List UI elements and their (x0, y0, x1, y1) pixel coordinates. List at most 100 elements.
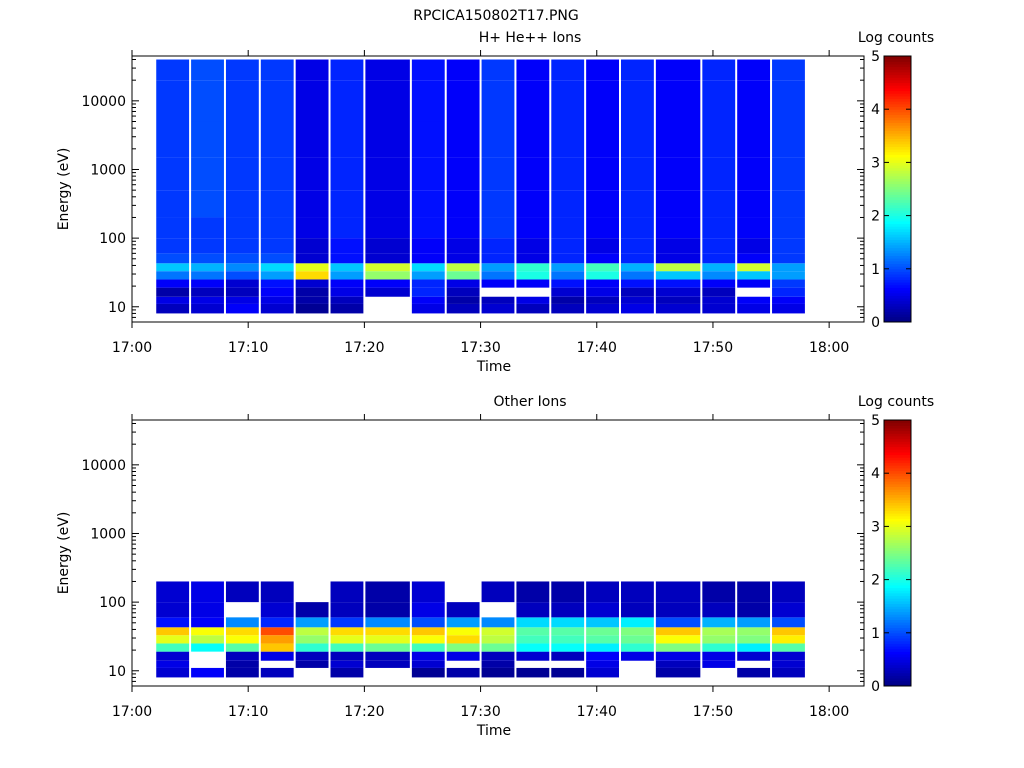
colorbar-segment (884, 638, 911, 642)
colorbar-segment (884, 87, 911, 92)
y-tick-label: 10 (108, 664, 126, 680)
heatmap-cell (225, 217, 259, 239)
heatmap-cell (225, 643, 259, 652)
heatmap-cell (737, 271, 771, 280)
heatmap-cell (156, 635, 190, 644)
heatmap-cell (191, 581, 224, 603)
heatmap-cell (225, 635, 259, 644)
heatmap-cell (621, 303, 654, 314)
heatmap-cell (737, 651, 771, 661)
heatmap-cell (481, 80, 515, 122)
colorbar-segment (884, 683, 911, 687)
heatmap-cell (551, 121, 585, 158)
colorbar-segment (884, 125, 911, 129)
colorbar-segment (884, 640, 911, 644)
colorbar-segment (884, 250, 911, 254)
colorbar-segment (884, 138, 911, 142)
heatmap-cell (365, 279, 410, 288)
heatmap-cell (411, 627, 445, 636)
colorbar-segment (884, 95, 911, 100)
heatmap-cell (551, 643, 585, 652)
colorbar-segment (884, 526, 911, 530)
colorbar-segment (884, 614, 911, 618)
heatmap-cell (260, 279, 294, 288)
heatmap-cell (551, 59, 585, 81)
colorbar-segment (884, 521, 911, 525)
heatmap-cell (772, 217, 805, 239)
colorbar-segment (884, 236, 911, 241)
heatmap-cell (737, 263, 771, 272)
heatmap-cell (737, 635, 771, 644)
heatmap-cell (655, 651, 701, 661)
heatmap-cell (225, 80, 259, 122)
heatmap-cell (621, 80, 654, 122)
colorbar-segment (884, 58, 911, 62)
colorbar-segment (884, 630, 911, 634)
colorbar-segment (884, 515, 911, 519)
heatmap-cell (621, 279, 654, 288)
colorbar-segment (884, 114, 911, 118)
colorbar-segment (884, 531, 911, 535)
x-tick-label: 17:30 (460, 340, 500, 356)
heatmap-cell (156, 303, 190, 314)
heatmap-cell (481, 651, 515, 661)
heatmap-cell (225, 627, 259, 636)
colorbar-tick-label: 0 (871, 315, 880, 331)
colorbar-segment (884, 173, 911, 177)
colorbar-segment (884, 311, 911, 315)
heatmap-cell (330, 643, 364, 652)
heatmap-cell (772, 271, 805, 280)
colorbar-segment (884, 303, 911, 307)
colorbar-segment (884, 186, 911, 190)
heatmap-cell (411, 617, 445, 628)
heatmap-cell (330, 190, 364, 218)
heatmap-cell (411, 279, 445, 288)
heatmap-cell (365, 287, 410, 297)
heatmap-cell (551, 602, 585, 618)
heatmap-cell (737, 581, 771, 603)
colorbar-segment (884, 111, 911, 116)
colorbar-segment (884, 427, 911, 432)
heatmap-cell (191, 263, 224, 272)
colorbar-segment (884, 555, 911, 559)
colorbar-segment (884, 255, 911, 259)
heatmap-cell (516, 157, 550, 191)
heatmap-cell (655, 643, 701, 652)
y-tick-label: 10000 (81, 458, 126, 474)
heatmap-cell (411, 80, 445, 122)
colorbar-segment (884, 478, 911, 482)
heatmap-cell (446, 121, 480, 158)
colorbar-segment (884, 306, 911, 310)
heatmap-cell (156, 263, 190, 272)
heatmap-cell (737, 59, 771, 81)
colorbar-segment (884, 109, 911, 113)
colorbar-segment (884, 467, 911, 472)
heatmap-cell (772, 190, 805, 218)
heatmap-cell (191, 217, 224, 239)
colorbar-segment (884, 592, 911, 597)
colorbar-segment (884, 510, 911, 514)
heatmap-cell (702, 157, 736, 191)
heatmap-cell (191, 190, 224, 218)
colorbar-segment (884, 165, 911, 169)
colorbar-segment (884, 298, 911, 302)
colorbar-segment (884, 523, 911, 527)
colorbar-segment (884, 619, 911, 623)
heatmap-cell (225, 287, 259, 297)
heatmap-cell (516, 617, 550, 628)
heatmap-cell (260, 59, 294, 81)
colorbar-tick-label: 5 (871, 413, 880, 429)
heatmap-cell (702, 627, 736, 636)
heatmap-cell (156, 271, 190, 280)
y-tick-label: 1000 (90, 162, 126, 178)
heatmap-cell (702, 643, 736, 652)
heatmap-cell (260, 80, 294, 122)
heatmap-cell (330, 279, 364, 288)
heatmap-cell (737, 617, 771, 628)
heatmap-cell (772, 238, 805, 254)
heatmap-cell (446, 80, 480, 122)
colorbar-segment (884, 223, 911, 227)
colorbar-segment (884, 606, 911, 610)
colorbar-segment (884, 656, 911, 660)
heatmap-cell (655, 263, 701, 272)
